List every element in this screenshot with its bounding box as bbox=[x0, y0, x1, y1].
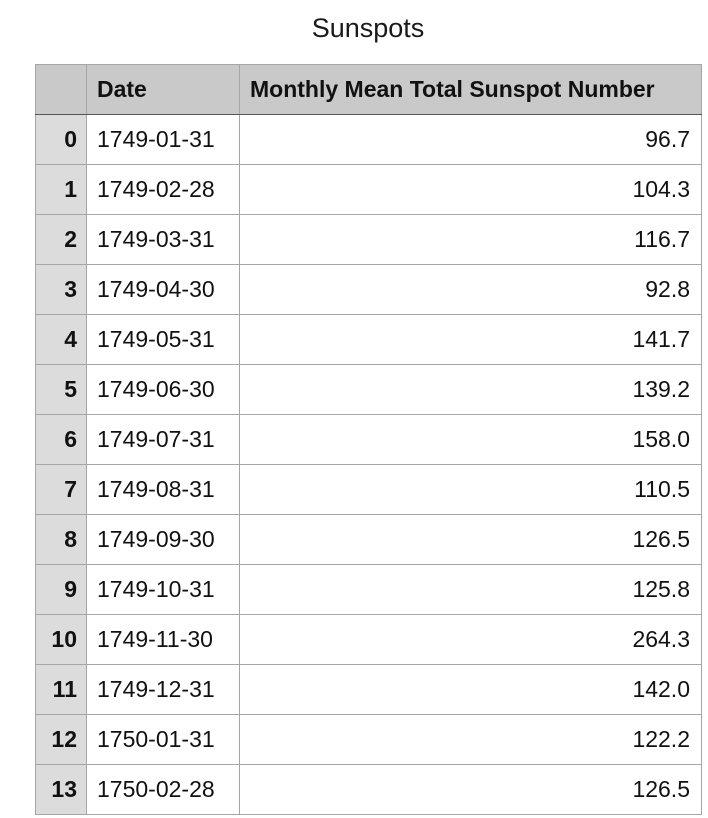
sunspot-number-cell: 158.0 bbox=[239, 414, 702, 465]
row-index-cell: 2 bbox=[35, 214, 87, 265]
table-row: 7 1749-08-31 110.5 bbox=[35, 464, 702, 515]
row-index-cell: 5 bbox=[35, 364, 87, 415]
row-index-cell: 1 bbox=[35, 164, 87, 215]
row-index-cell: 10 bbox=[35, 614, 87, 665]
date-cell: 1750-02-28 bbox=[86, 764, 240, 815]
date-cell: 1749-12-31 bbox=[86, 664, 240, 715]
table-row: 9 1749-10-31 125.8 bbox=[35, 564, 702, 615]
table-row: 13 1750-02-28 126.5 bbox=[35, 764, 702, 815]
sunspot-number-cell: 96.7 bbox=[239, 114, 702, 165]
date-cell: 1749-07-31 bbox=[86, 414, 240, 465]
date-cell: 1749-04-30 bbox=[86, 264, 240, 315]
sunspot-number-cell: 116.7 bbox=[239, 214, 702, 265]
date-cell: 1749-02-28 bbox=[86, 164, 240, 215]
sunspot-number-cell: 125.8 bbox=[239, 564, 702, 615]
table-body: 0 1749-01-31 96.7 1 1749-02-28 104.3 2 1749-03-… bbox=[35, 114, 702, 815]
sunspot-number-cell: 139.2 bbox=[239, 364, 702, 415]
date-cell: 1749-01-31 bbox=[86, 114, 240, 165]
table-header-row: Date Monthly Mean Total Sunspot Number bbox=[35, 64, 702, 115]
sunspot-number-cell: 122.2 bbox=[239, 714, 702, 765]
date-cell: 1749-06-30 bbox=[86, 364, 240, 415]
date-column-header: Date bbox=[86, 64, 240, 115]
date-cell: 1749-09-30 bbox=[86, 514, 240, 565]
table-row: 2 1749-03-31 116.7 bbox=[35, 214, 702, 265]
date-cell: 1749-11-30 bbox=[86, 614, 240, 665]
row-index-cell: 4 bbox=[35, 314, 87, 365]
date-cell: 1749-05-31 bbox=[86, 314, 240, 365]
sunspot-number-column-header: Monthly Mean Total Sunspot Number bbox=[239, 64, 702, 115]
table-row: 8 1749-09-30 126.5 bbox=[35, 514, 702, 565]
table-row: 3 1749-04-30 92.8 bbox=[35, 264, 702, 315]
sunspot-number-cell: 141.7 bbox=[239, 314, 702, 365]
sunspot-number-cell: 110.5 bbox=[239, 464, 702, 515]
date-cell: 1749-03-31 bbox=[86, 214, 240, 265]
sunspot-number-cell: 126.5 bbox=[239, 764, 702, 815]
row-index-cell: 11 bbox=[35, 664, 87, 715]
row-index-cell: 12 bbox=[35, 714, 87, 765]
table-row: 1 1749-02-28 104.3 bbox=[35, 164, 702, 215]
table-row: 5 1749-06-30 139.2 bbox=[35, 364, 702, 415]
table-row: 6 1749-07-31 158.0 bbox=[35, 414, 702, 465]
row-index-cell: 6 bbox=[35, 414, 87, 465]
table-row: 4 1749-05-31 141.7 bbox=[35, 314, 702, 365]
table-row: 12 1750-01-31 122.2 bbox=[35, 714, 702, 765]
sunspot-number-cell: 126.5 bbox=[239, 514, 702, 565]
chart-title: Sunspots bbox=[311, 13, 425, 43]
sunspot-number-cell: 92.8 bbox=[239, 264, 702, 315]
row-index-cell: 8 bbox=[35, 514, 87, 565]
date-cell: 1749-08-31 bbox=[86, 464, 240, 515]
row-index-cell: 13 bbox=[35, 764, 87, 815]
sunspot-number-cell: 264.3 bbox=[239, 614, 702, 665]
row-index-cell: 0 bbox=[35, 114, 87, 165]
table-row: 0 1749-01-31 96.7 bbox=[35, 114, 702, 165]
date-cell: 1750-01-31 bbox=[86, 714, 240, 765]
row-index-cell: 9 bbox=[35, 564, 87, 615]
sunspots-table: Date Monthly Mean Total Sunspot Number 0… bbox=[35, 64, 702, 815]
row-index-cell: 7 bbox=[35, 464, 87, 515]
index-column-header bbox=[35, 64, 87, 115]
date-cell: 1749-10-31 bbox=[86, 564, 240, 615]
table-row: 11 1749-12-31 142.0 bbox=[35, 664, 702, 715]
table-row: 10 1749-11-30 264.3 bbox=[35, 614, 702, 665]
row-index-cell: 3 bbox=[35, 264, 87, 315]
sunspot-number-cell: 142.0 bbox=[239, 664, 702, 715]
sunspot-number-cell: 104.3 bbox=[239, 164, 702, 215]
